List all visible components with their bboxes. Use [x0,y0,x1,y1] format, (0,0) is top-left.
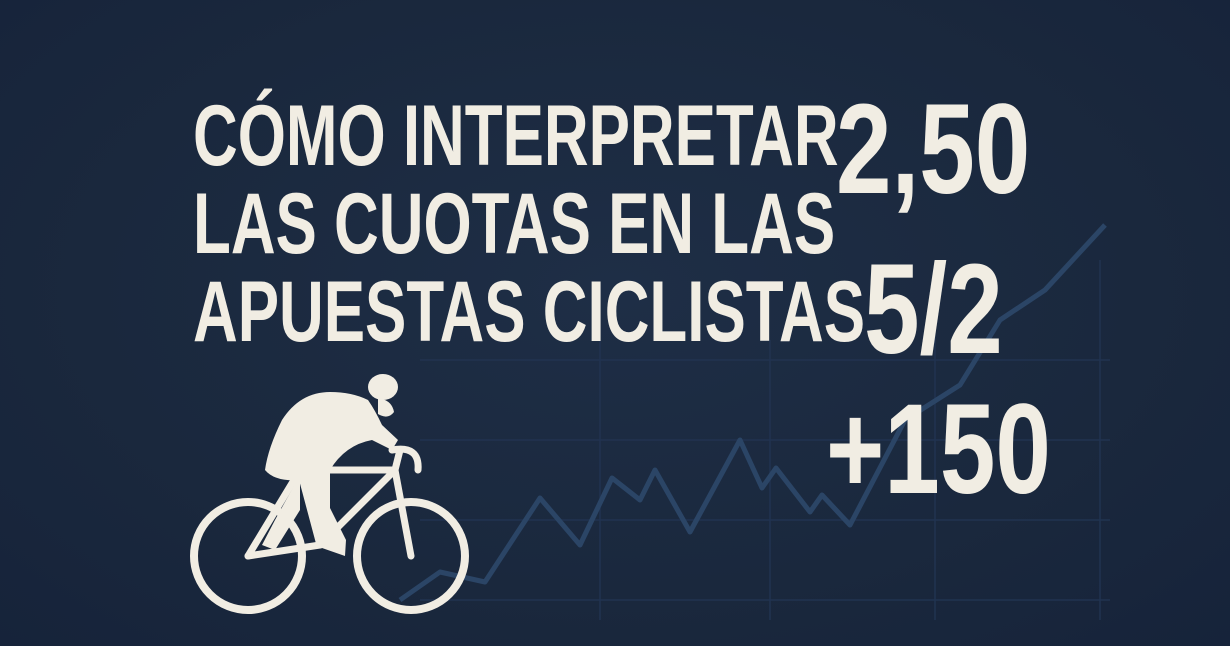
cyclist-icon [190,374,469,614]
trend-line-chart [398,223,1107,603]
headline-line-2: LAS CUOTAS EN LAS [193,176,836,272]
headline-line-1: CÓMO INTERPRETAR [193,88,839,184]
odds-decimal: 2,50 [836,78,1031,221]
headline: CÓMO INTERPRETAR LAS CUOTAS EN LAS APUES… [193,92,865,356]
headline-line-3: APUESTAS CICLISTAS [193,264,865,360]
background-grid [420,260,1110,620]
odds-american: +150 [826,378,1051,521]
odds-fractional: 5/2 [864,238,1003,381]
